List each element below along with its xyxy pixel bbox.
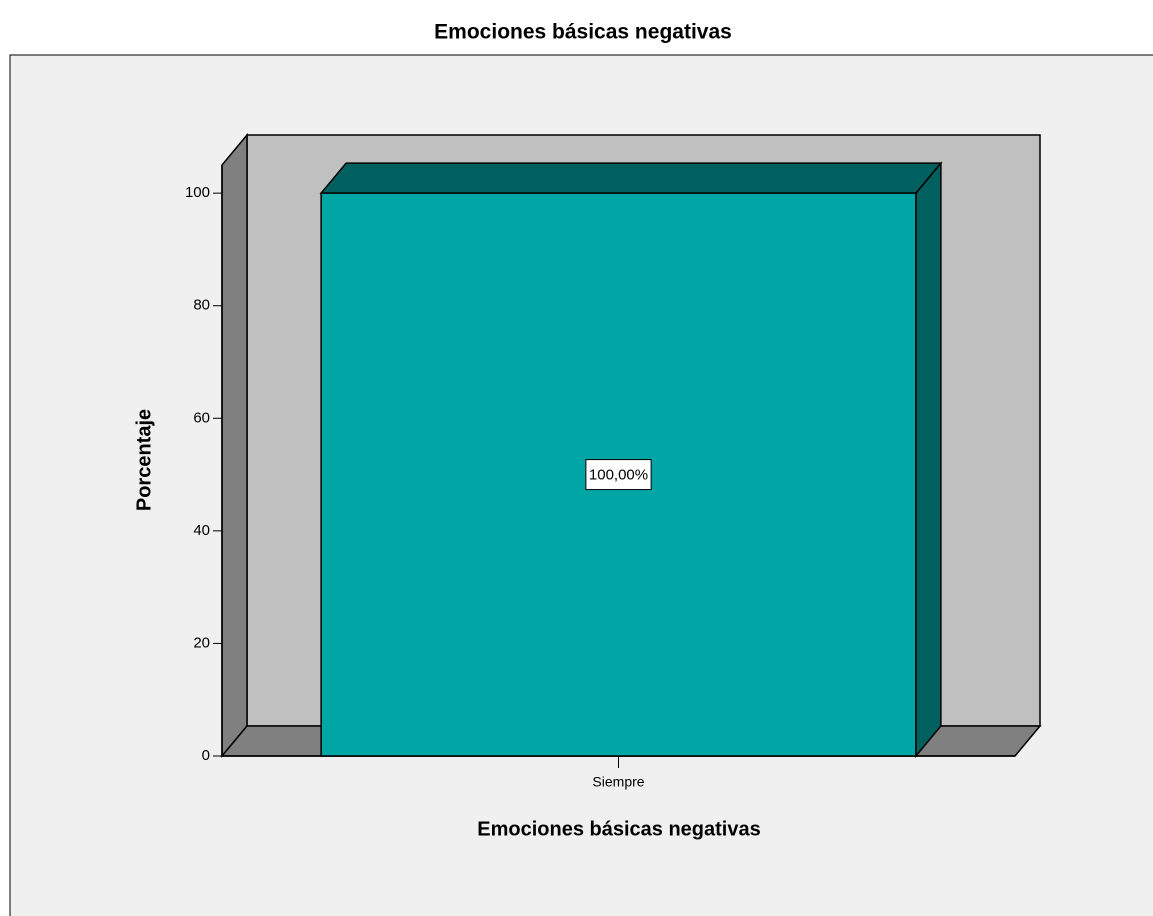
y-tick-label: 20 [193,634,210,651]
x-axis-label: Emociones básicas negativas [477,818,760,840]
y-axis-label: Porcentaje [133,409,155,511]
bar-side [915,161,942,759]
value-label-box [585,459,652,491]
chart-title: Emociones básicas negativas [434,21,732,44]
bar-top [319,162,943,194]
x-tick-label: Siempre [592,774,644,790]
y-tick-label: 40 [193,522,210,539]
y-tick-label: 60 [193,409,210,426]
y-tick-label: 80 [193,297,210,314]
side-wall [221,132,248,759]
value-label: 100,00% [589,467,648,484]
y-tick-label: 100 [185,184,210,201]
y-tick-label: 0 [202,747,210,764]
